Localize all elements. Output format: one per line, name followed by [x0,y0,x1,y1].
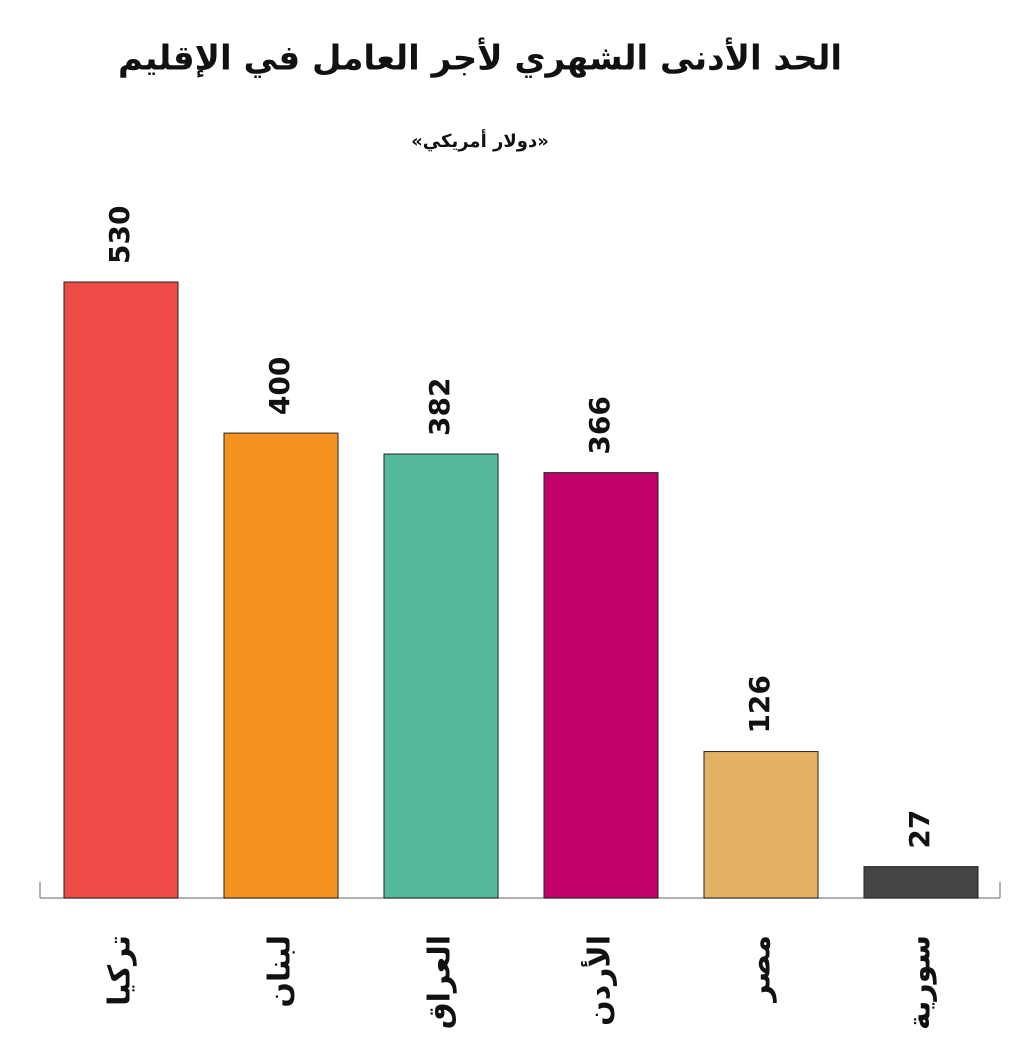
bar [863,866,979,899]
value-label: 126 [743,675,776,733]
value-label: 366 [583,396,616,454]
x-tick-label: العراق [423,935,458,1029]
value-label: 530 [103,206,136,264]
bar [703,751,819,899]
x-tick-label: مصر [743,935,778,1004]
bar [63,281,179,899]
value-label: 27 [903,810,936,849]
x-tick-label: لبنان [263,935,298,1008]
x-tick-label: الأردن [581,935,618,1026]
bar [543,472,659,899]
chart-subtitle: «دولار أمريكي» [411,129,549,152]
value-label: 382 [423,378,456,436]
x-tick-label: تركيا [103,935,138,1006]
x-tick-label: سورية [903,935,938,1030]
value-label: 400 [263,357,296,415]
chart-title: الحد الأدنى الشهري لأجر العامل في الإقلي… [118,37,842,79]
bar [383,453,499,899]
bar [223,432,339,899]
